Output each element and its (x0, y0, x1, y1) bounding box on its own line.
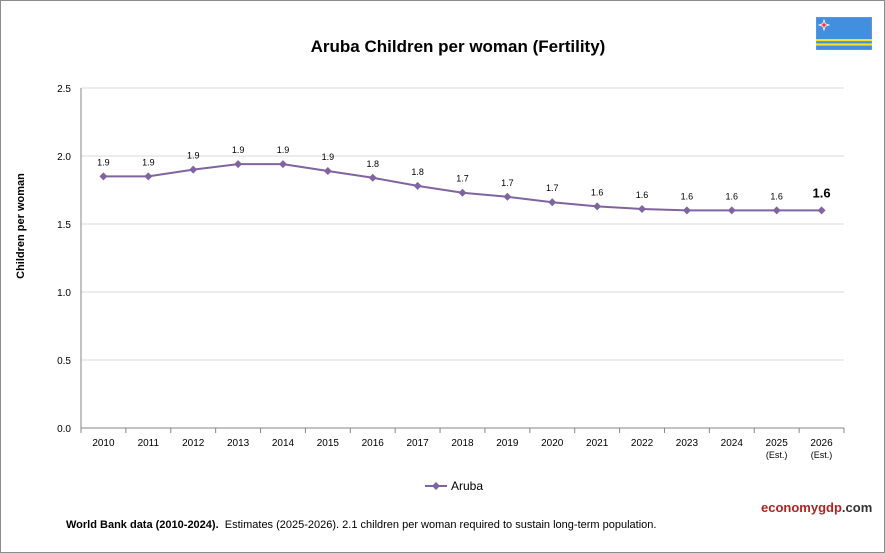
data-point (323, 166, 332, 175)
x-tick-sublabel: (Est.) (811, 450, 833, 460)
x-tick-label: 2021 (586, 438, 609, 449)
x-tick-label: 2017 (406, 438, 429, 449)
data-label: 1.6 (636, 190, 649, 200)
data-point (278, 160, 287, 169)
footer-estimates: Estimates (2025-2026). 2.1 children per … (224, 519, 657, 531)
data-point (593, 202, 602, 211)
data-label: 1.6 (726, 191, 739, 201)
data-label: 1.6 (813, 185, 831, 200)
x-tick-label: 2018 (451, 438, 474, 449)
y-tick-label: 2.5 (57, 84, 71, 95)
aruba-flag-icon (816, 17, 872, 50)
data-label: 1.9 (322, 152, 335, 162)
x-tick-label: 2016 (362, 438, 385, 449)
x-tick-label: 2012 (182, 438, 205, 449)
legend: Aruba (425, 479, 483, 493)
data-point (144, 172, 153, 181)
x-tick-label: 2026 (810, 438, 833, 449)
data-point (234, 160, 243, 169)
x-tick-label: 2011 (138, 438, 160, 449)
data-label: 1.6 (681, 191, 694, 201)
line-chart: 0.0 0.5 1.0 1.5 2.0 2.5 2010 2011 2012 2013 2014 20… (57, 84, 845, 460)
data-point (413, 181, 422, 190)
data-label: 1.6 (591, 187, 604, 197)
data-label: 1.6 (770, 191, 783, 201)
data-point (772, 206, 781, 215)
brand-part-2: gdp (818, 500, 842, 515)
series-line (103, 163, 822, 212)
legend-marker-icon (425, 482, 447, 490)
chart-title: Aruba Children per woman (Fertility) (310, 37, 606, 56)
x-tick-label: 2024 (721, 438, 744, 449)
data-label: 1.9 (232, 145, 245, 155)
x-tick-label: 2015 (317, 438, 340, 449)
brand-part-1: economy (761, 500, 819, 515)
data-point (189, 165, 198, 174)
data-point (368, 173, 377, 182)
x-tick-label: 2010 (92, 438, 115, 449)
brand-logo[interactable]: economygdp.com (761, 500, 872, 515)
x-tick-label: 2025 (766, 438, 789, 449)
x-tick-label: 2019 (496, 438, 519, 449)
data-point (638, 205, 647, 214)
data-point (817, 206, 826, 215)
data-label: 1.8 (366, 159, 379, 169)
brand-part-3: .com (841, 500, 873, 515)
y-tick-label: 1.5 (57, 220, 71, 231)
footer-note: World Bank data (2010-2024). Estimates (… (66, 519, 656, 531)
y-tick-label: 0.0 (57, 424, 71, 435)
data-label: 1.9 (97, 157, 110, 167)
x-tick-label: 2023 (676, 438, 699, 449)
x-tick-sublabel: (Est.) (766, 450, 788, 460)
data-point (682, 206, 691, 215)
data-point (727, 206, 736, 215)
y-tick-label: 2.0 (57, 152, 71, 163)
x-tick-label: 2014 (272, 438, 295, 449)
footer-source: World Bank data (2010-2024). (66, 519, 219, 531)
data-label: 1.7 (546, 183, 559, 193)
data-label: 1.9 (142, 157, 155, 167)
data-point (458, 188, 467, 197)
y-tick-label: 1.0 (57, 288, 71, 299)
data-point (503, 192, 512, 201)
data-point (99, 172, 108, 181)
data-label: 1.9 (187, 151, 200, 161)
data-point (548, 198, 557, 207)
x-tick-label: 2020 (541, 438, 564, 449)
y-tick-label: 0.5 (57, 356, 71, 367)
data-label: 1.7 (501, 178, 514, 188)
data-label: 1.7 (456, 174, 469, 184)
x-tick-label: 2022 (631, 438, 654, 449)
data-label: 1.8 (411, 167, 424, 177)
legend-label: Aruba (451, 479, 484, 493)
data-label: 1.9 (277, 145, 290, 155)
x-tick-label: 2013 (227, 438, 250, 449)
